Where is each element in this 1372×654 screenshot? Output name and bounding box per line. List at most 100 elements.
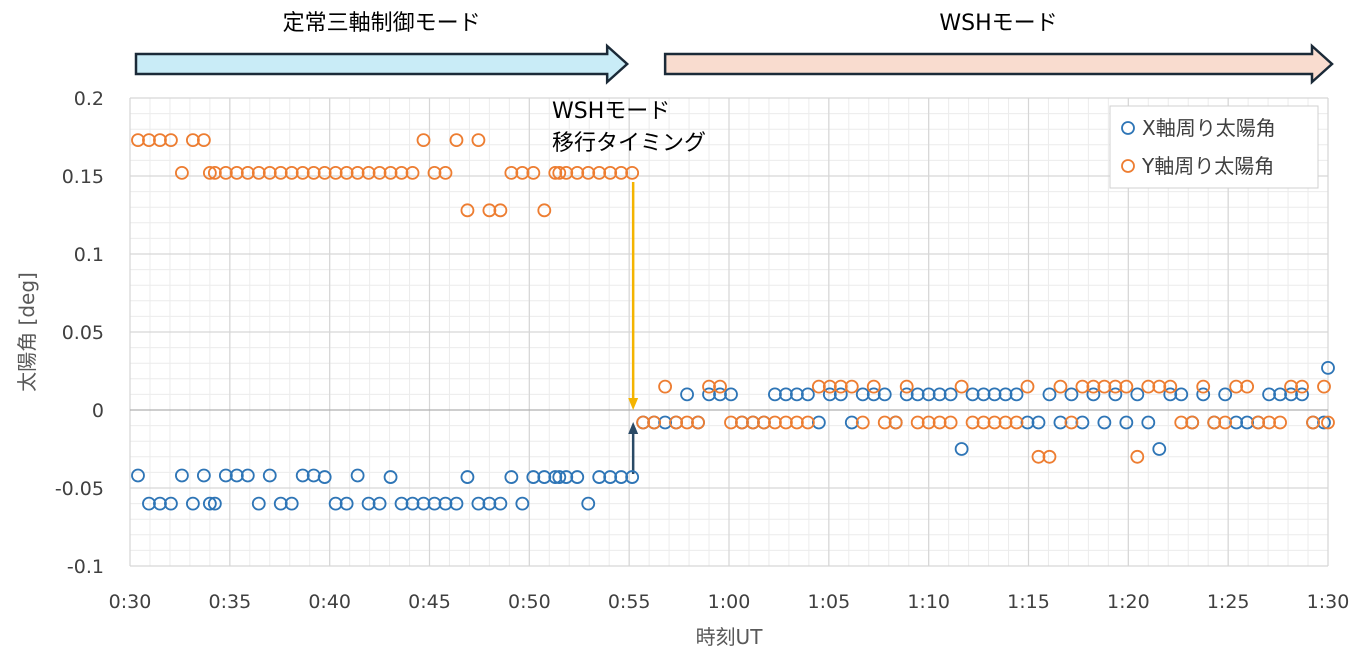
x-tick-label: 1:30	[1307, 591, 1350, 613]
data-point	[757, 415, 771, 430]
data-point	[998, 387, 1013, 402]
y-axis-ticks: 0.2 0.15 0.1 0.05 0 -0.05 -0.1	[55, 88, 104, 578]
data-point	[636, 415, 651, 430]
data-point	[1053, 379, 1068, 394]
data-point	[284, 496, 299, 511]
x-tick-label: 0:40	[308, 591, 351, 613]
data-point	[471, 133, 486, 148]
data-point	[493, 203, 508, 218]
data-point	[460, 203, 475, 218]
data-point	[153, 133, 167, 148]
data-point	[1295, 379, 1309, 394]
data-point	[427, 496, 442, 511]
x-tick-label: 1:20	[1107, 591, 1150, 613]
data-point	[317, 165, 332, 180]
data-point	[658, 379, 673, 394]
data-point	[1273, 415, 1287, 430]
data-point	[625, 165, 640, 180]
data-point	[1196, 387, 1211, 402]
data-point	[866, 387, 881, 402]
series-layer	[131, 133, 1335, 511]
data-point	[251, 165, 266, 180]
data-point	[1086, 387, 1101, 402]
data-point	[153, 496, 167, 511]
data-point	[614, 470, 629, 484]
data-point	[207, 496, 222, 511]
data-point	[1119, 415, 1134, 430]
data-point	[932, 387, 947, 402]
data-point	[273, 496, 288, 511]
data-point	[1042, 449, 1057, 464]
data-point	[789, 387, 804, 402]
data-point	[680, 387, 694, 402]
data-point	[1141, 379, 1156, 394]
data-point	[526, 165, 541, 180]
data-point	[724, 387, 738, 402]
data-point	[1273, 387, 1287, 402]
data-point	[1185, 415, 1200, 430]
data-point	[131, 133, 145, 148]
data-point	[240, 468, 255, 483]
data-point	[855, 415, 870, 430]
data-point	[185, 496, 200, 511]
data-point	[471, 496, 486, 511]
data-point	[833, 379, 848, 394]
data-point	[1196, 379, 1211, 394]
x-tick-label: 0:55	[608, 591, 651, 613]
data-point	[175, 468, 189, 483]
data-point	[196, 468, 211, 483]
data-point	[175, 165, 189, 180]
data-point	[251, 496, 266, 511]
data-point	[537, 203, 552, 218]
data-point	[1009, 415, 1024, 430]
legend-marker	[1121, 159, 1135, 173]
x-tick-label: 1:15	[1007, 591, 1050, 613]
y-tick-label: 0.2	[74, 88, 104, 110]
data-point	[811, 379, 826, 394]
data-point	[552, 470, 567, 484]
data-point	[515, 496, 530, 511]
data-point	[1229, 415, 1244, 430]
data-point	[218, 468, 233, 483]
data-point	[1086, 379, 1101, 394]
data-point	[1031, 415, 1046, 430]
data-point	[1020, 415, 1035, 430]
data-point	[921, 387, 936, 402]
data-point	[1251, 415, 1266, 430]
data-point	[789, 415, 804, 430]
data-point	[1119, 379, 1134, 394]
data-point	[416, 496, 431, 511]
data-point	[142, 496, 156, 511]
data-point	[1053, 415, 1068, 430]
data-point	[202, 165, 217, 180]
data-point	[570, 470, 585, 484]
data-point	[647, 415, 662, 430]
data-point	[702, 387, 716, 402]
data-point	[1306, 415, 1320, 430]
data-point	[1240, 379, 1255, 394]
data-point	[702, 379, 716, 394]
data-point	[504, 470, 519, 484]
data-point	[552, 165, 567, 180]
data-point	[449, 496, 464, 511]
data-point	[1097, 379, 1112, 394]
data-point	[965, 387, 980, 402]
data-point	[526, 470, 541, 484]
data-point	[229, 165, 244, 180]
data-point	[746, 415, 760, 430]
data-point	[691, 415, 705, 430]
data-point	[1321, 360, 1335, 375]
data-point	[460, 470, 475, 484]
annotation-arrowhead-down	[628, 398, 639, 410]
data-point	[372, 165, 387, 180]
data-point	[800, 415, 815, 430]
data-point	[779, 387, 793, 402]
data-point	[899, 379, 914, 394]
data-point	[548, 165, 563, 180]
data-point	[1229, 379, 1244, 394]
data-point	[811, 415, 826, 430]
y-tick-label: 0.05	[62, 322, 104, 344]
data-point	[855, 387, 870, 402]
data-point	[394, 165, 409, 180]
